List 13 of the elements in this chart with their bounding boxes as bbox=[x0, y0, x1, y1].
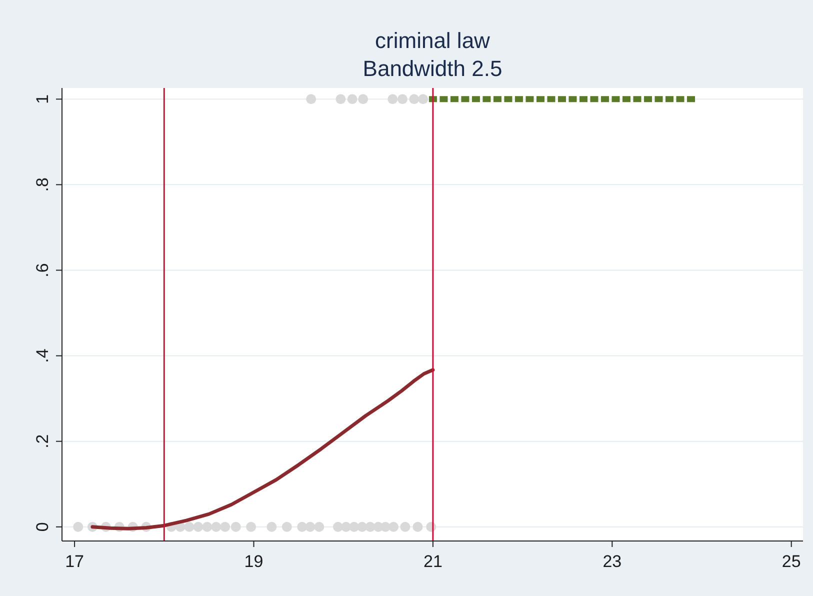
y-tick-label: 0 bbox=[33, 522, 52, 532]
y-tick-label: 1 bbox=[33, 94, 52, 104]
y-tick-label: .4 bbox=[33, 348, 52, 363]
x-tick-label: 19 bbox=[244, 552, 264, 571]
y-tick-label: .8 bbox=[33, 178, 52, 192]
y-tick-label: .2 bbox=[33, 434, 52, 448]
x-tick-label: 25 bbox=[782, 552, 801, 571]
chart-subtitle: Bandwidth 2.5 bbox=[362, 56, 502, 81]
x-tick-label: 23 bbox=[602, 552, 622, 571]
y-tick-label: .6 bbox=[33, 263, 52, 278]
x-tick-label: 17 bbox=[65, 552, 84, 571]
x-tick-label: 21 bbox=[423, 552, 442, 571]
chart-title: criminal law bbox=[375, 28, 490, 53]
